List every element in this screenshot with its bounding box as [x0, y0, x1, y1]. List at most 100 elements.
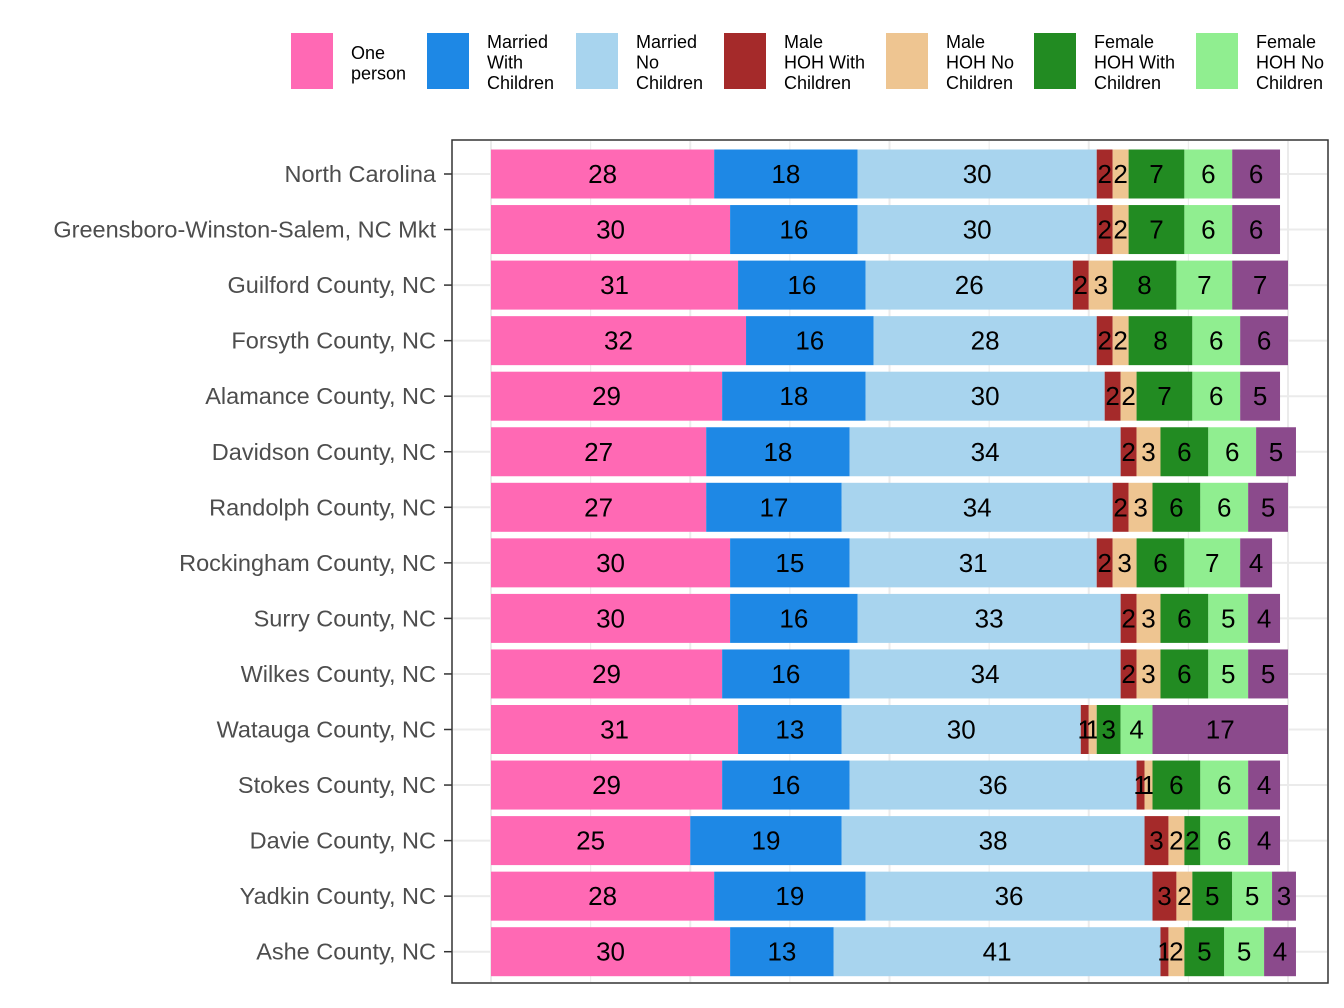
legend-label: Children [487, 73, 554, 93]
bar-row-davidson-county-nc: 27 18 34 2 3 6 6 5 [491, 427, 1296, 477]
bar-segment-female-hoh-no-children [1192, 371, 1241, 421]
bar-segment-other [1152, 705, 1288, 754]
data-label: 18 [763, 437, 792, 467]
data-label: 16 [779, 215, 808, 245]
bar-segment-other [1248, 816, 1281, 866]
bar-segment-female-hoh-with-children [1160, 427, 1209, 477]
data-label: 17 [759, 492, 788, 522]
bar-segment-married-with-children [730, 593, 858, 643]
legend-label: Female [1256, 32, 1316, 52]
bar-segment-female-hoh-with-children [1160, 593, 1209, 643]
data-label: 28 [588, 159, 617, 189]
data-label: 30 [963, 215, 992, 245]
data-label: 38 [979, 826, 1008, 856]
bar-segment-one-person [491, 205, 731, 255]
bar-segment-one-person [491, 593, 731, 643]
data-label: 18 [771, 159, 800, 189]
bar-segment-one-person [491, 705, 739, 754]
bar-segment-one-person [491, 927, 731, 977]
bar-segment-female-hoh-with-children [1128, 316, 1193, 366]
bar-segment-male-hoh-with-children [1144, 816, 1169, 866]
legend-label: Female [1094, 32, 1154, 52]
bar-segment-female-hoh-with-children [1136, 371, 1193, 421]
bar-row-greensboro-winston-salem-nc-mkt: 30 16 30 2 2 7 6 6 [491, 205, 1281, 255]
data-label: 6 [1249, 159, 1263, 189]
bar-segment-other [1240, 316, 1288, 366]
bar-segment-female-hoh-no-children [1184, 149, 1233, 199]
bar-segment-male-hoh-with-children [1120, 427, 1137, 477]
data-label: 2 [1113, 215, 1127, 245]
data-label: 5 [1261, 659, 1275, 689]
bar-row-wilkes-county-nc: 29 16 34 2 3 6 5 5 [491, 649, 1288, 699]
legend-label: No [636, 53, 659, 73]
bar-segment-married-no-children [849, 538, 1097, 588]
bar-segment-married-with-children [738, 705, 842, 754]
legend-swatch [291, 33, 333, 89]
data-label: 36 [995, 881, 1024, 911]
data-label: 2 [1105, 381, 1119, 411]
data-label: 28 [588, 881, 617, 911]
legend-label: Children [1256, 73, 1323, 93]
bar-segment-other [1248, 593, 1281, 643]
data-label: 1 [1133, 770, 1147, 800]
bar-segment-married-with-children [722, 649, 850, 699]
legend-label: With [487, 53, 523, 73]
legend-label: Children [784, 73, 851, 93]
data-label: 29 [592, 659, 621, 689]
bar-row-davie-county-nc: 25 19 38 3 2 2 6 4 [491, 816, 1281, 866]
data-label: 31 [600, 270, 629, 300]
bar-segment-one-person [491, 649, 723, 699]
bar-segment-female-hoh-with-children [1152, 760, 1201, 810]
bar-row-ashe-county-nc: 30 13 41 12 5 5 4 [491, 927, 1296, 977]
data-label: 30 [947, 715, 976, 745]
bar-segment-female-hoh-no-children [1200, 816, 1249, 866]
data-label: 2 [1121, 381, 1135, 411]
data-label: 16 [771, 659, 800, 689]
bar-segment-married-no-children [849, 760, 1137, 810]
bars: 28 18 30 2 2 7 6 630 16 30 2 2 7 6 631 16 26 2 3 8 7 732 16 28 2… [491, 149, 1296, 977]
data-label: 34 [971, 659, 1000, 689]
data-label: 31 [600, 715, 629, 745]
data-label: 7 [1149, 215, 1163, 245]
bar-segment-other [1232, 260, 1288, 310]
data-label: 5 [1197, 937, 1211, 967]
bar-segment-female-hoh-with-children [1160, 649, 1209, 699]
data-label: 32 [604, 326, 633, 356]
data-label: 34 [971, 437, 1000, 467]
y-tick-label: Watauga County, NC [217, 717, 436, 743]
data-label: 2 [1169, 937, 1183, 967]
bar-segment-male-hoh-with-children [1096, 316, 1113, 366]
data-label: 3 [1101, 715, 1115, 745]
bar-segment-married-with-children [706, 482, 842, 532]
bar-segment-married-with-children [714, 149, 858, 199]
data-label: 1 [1141, 770, 1155, 800]
legend-label: HOH With [1094, 53, 1175, 73]
bar-segment-female-hoh-no-children [1208, 649, 1249, 699]
bar-segment-married-with-children [714, 871, 866, 921]
data-label: 16 [795, 326, 824, 356]
data-label: 1 [1078, 715, 1092, 745]
bar-segment-one-person [491, 816, 691, 866]
data-label: 27 [584, 492, 613, 522]
data-label: 2 [1097, 548, 1111, 578]
data-label: 5 [1269, 437, 1283, 467]
bar-segment-female-hoh-with-children [1184, 816, 1201, 866]
y-tick-label: Forsyth County, NC [231, 328, 436, 354]
bar-segment-male-hoh-no-children [1144, 760, 1153, 810]
bar-segment-male-hoh-no-children [1120, 371, 1137, 421]
data-label: 6 [1217, 492, 1231, 522]
data-label: 6 [1201, 215, 1215, 245]
bar-segment-married-with-children [746, 316, 874, 366]
bar-segment-female-hoh-with-children [1192, 871, 1233, 921]
bar-segment-married-no-children [865, 871, 1153, 921]
bar-segment-male-hoh-with-children [1120, 649, 1137, 699]
legend-swatch [1196, 33, 1238, 89]
bar-segment-other [1256, 427, 1296, 477]
bar-row-rockingham-county-nc: 30 15 31 2 3 6 7 4 [491, 538, 1273, 588]
data-label: 6 [1209, 381, 1223, 411]
bar-segment-male-hoh-with-children [1096, 538, 1113, 588]
